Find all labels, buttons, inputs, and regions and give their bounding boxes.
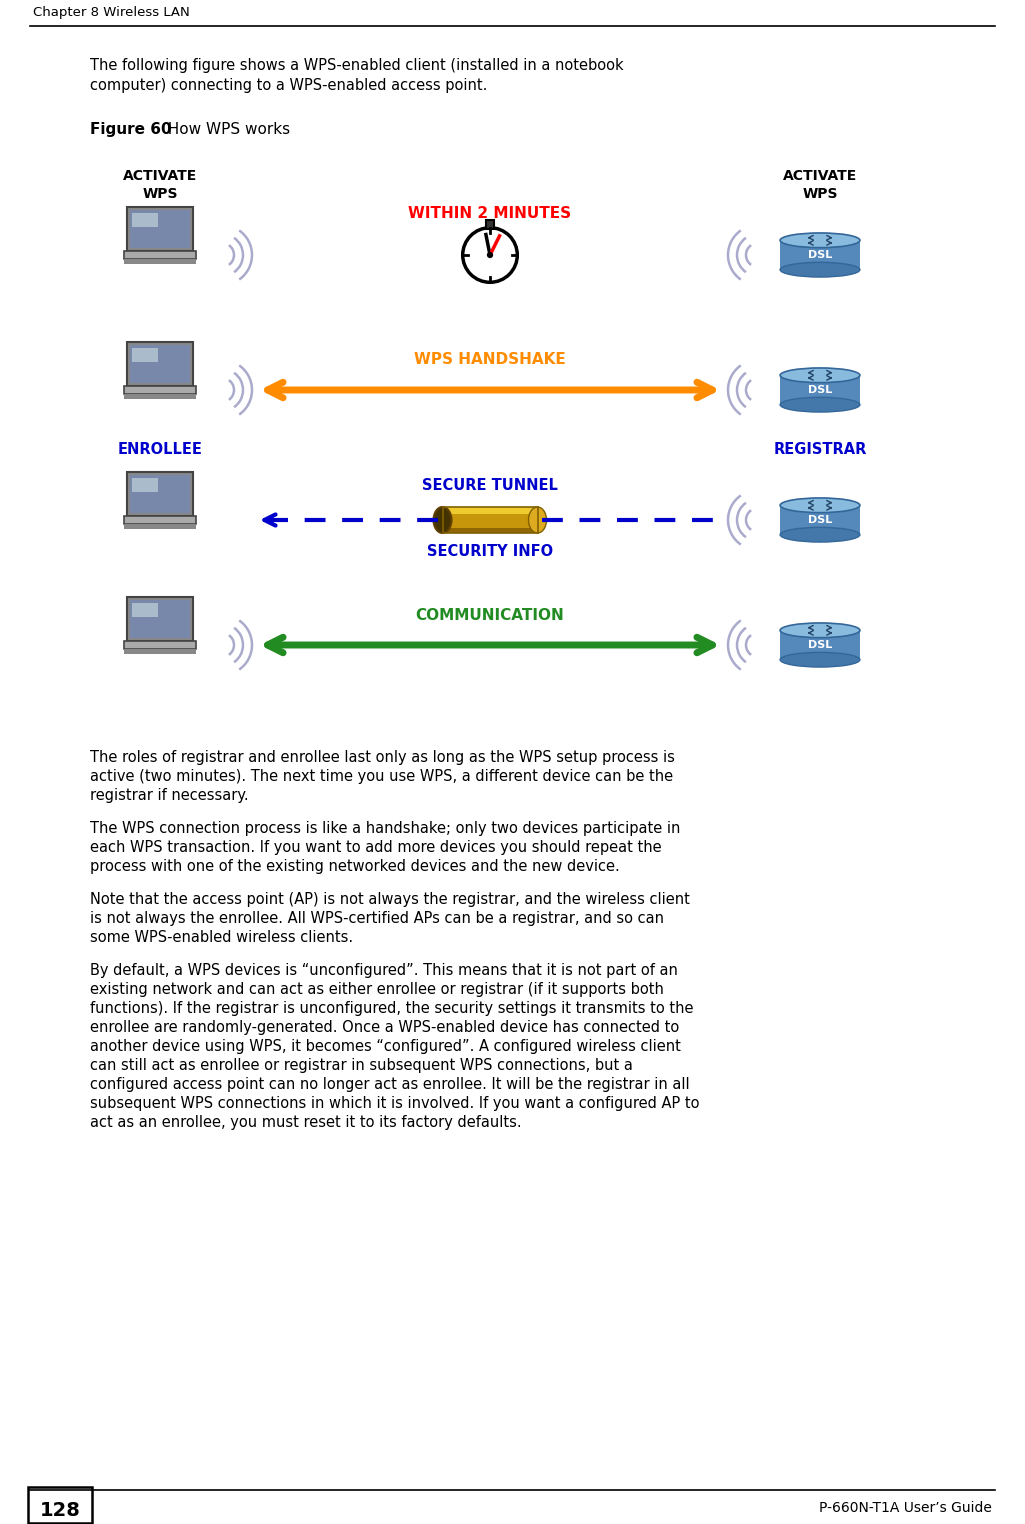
Text: functions). If the registrar is unconfigured, the security settings it transmits: functions). If the registrar is unconfig… (90, 1001, 694, 1017)
FancyBboxPatch shape (132, 349, 159, 361)
Text: another device using WPS, it becomes “configured”. A configured wireless client: another device using WPS, it becomes “co… (90, 1039, 681, 1055)
Text: DSL: DSL (808, 640, 832, 651)
Text: How WPS works: How WPS works (158, 122, 290, 137)
Circle shape (487, 251, 493, 258)
FancyBboxPatch shape (443, 507, 537, 533)
FancyBboxPatch shape (127, 341, 193, 386)
Text: The following figure shows a WPS-enabled client (installed in a notebook: The following figure shows a WPS-enabled… (90, 58, 623, 73)
Text: The WPS connection process is like a handshake; only two devices participate in: The WPS connection process is like a han… (90, 821, 681, 837)
FancyBboxPatch shape (132, 479, 159, 492)
FancyBboxPatch shape (130, 474, 190, 512)
Text: DSL: DSL (808, 250, 832, 261)
Text: DSL: DSL (808, 515, 832, 524)
FancyBboxPatch shape (124, 251, 196, 259)
Text: configured access point can no longer act as enrollee. It will be the registrar : configured access point can no longer ac… (90, 1077, 690, 1093)
FancyBboxPatch shape (130, 600, 190, 639)
Text: By default, a WPS devices is “unconfigured”. This means that it is not part of a: By default, a WPS devices is “unconfigur… (90, 963, 678, 978)
Ellipse shape (780, 623, 860, 637)
Ellipse shape (780, 652, 860, 668)
Text: SECURE TUNNEL: SECURE TUNNEL (422, 477, 558, 492)
Circle shape (462, 227, 518, 282)
FancyBboxPatch shape (127, 207, 193, 251)
Text: COMMUNICATION: COMMUNICATION (415, 608, 565, 622)
FancyBboxPatch shape (443, 507, 537, 514)
Ellipse shape (780, 498, 860, 512)
FancyBboxPatch shape (28, 1487, 92, 1522)
Text: Figure 60: Figure 60 (90, 122, 171, 137)
FancyBboxPatch shape (780, 631, 860, 660)
Text: DSL: DSL (808, 386, 832, 395)
Text: registrar if necessary.: registrar if necessary. (90, 788, 249, 803)
Text: subsequent WPS connections in which it is involved. If you want a configured AP : subsequent WPS connections in which it i… (90, 1096, 699, 1111)
Ellipse shape (780, 233, 860, 247)
Text: WITHIN 2 MINUTES: WITHIN 2 MINUTES (408, 206, 572, 221)
Text: is not always the enrollee. All WPS-certified APs can be a registrar, and so can: is not always the enrollee. All WPS-cert… (90, 911, 664, 927)
FancyBboxPatch shape (130, 344, 190, 383)
Text: The roles of registrar and enrollee last only as long as the WPS setup process i: The roles of registrar and enrollee last… (90, 750, 674, 765)
FancyBboxPatch shape (780, 506, 860, 535)
FancyBboxPatch shape (124, 259, 196, 264)
FancyBboxPatch shape (124, 515, 196, 524)
Text: some WPS-enabled wireless clients.: some WPS-enabled wireless clients. (90, 930, 354, 945)
FancyBboxPatch shape (130, 210, 190, 248)
FancyBboxPatch shape (124, 395, 196, 399)
Text: act as an enrollee, you must reset it to its factory defaults.: act as an enrollee, you must reset it to… (90, 1116, 522, 1129)
Text: REGISTRAR: REGISTRAR (773, 442, 867, 457)
FancyBboxPatch shape (124, 386, 196, 395)
FancyBboxPatch shape (124, 649, 196, 654)
FancyBboxPatch shape (124, 524, 196, 529)
Text: Note that the access point (AP) is not always the registrar, and the wireless cl: Note that the access point (AP) is not a… (90, 892, 690, 907)
Text: active (two minutes). The next time you use WPS, a different device can be the: active (two minutes). The next time you … (90, 770, 673, 783)
FancyBboxPatch shape (127, 597, 193, 640)
Text: process with one of the existing networked devices and the new device.: process with one of the existing network… (90, 860, 620, 873)
FancyBboxPatch shape (132, 604, 159, 617)
FancyBboxPatch shape (780, 375, 860, 405)
FancyBboxPatch shape (132, 213, 159, 227)
Ellipse shape (780, 262, 860, 277)
Ellipse shape (780, 398, 860, 411)
Text: computer) connecting to a WPS-enabled access point.: computer) connecting to a WPS-enabled ac… (90, 78, 487, 93)
Text: ACTIVATE
WPS: ACTIVATE WPS (123, 169, 197, 201)
Ellipse shape (529, 507, 546, 533)
Text: P-660N-T1A User’s Guide: P-660N-T1A User’s Guide (819, 1501, 992, 1515)
FancyBboxPatch shape (127, 472, 193, 515)
Text: SECURITY INFO: SECURITY INFO (427, 544, 554, 559)
Text: existing network and can act as either enrollee or registrar (if it supports bot: existing network and can act as either e… (90, 981, 664, 997)
Ellipse shape (780, 367, 860, 383)
Text: 128: 128 (40, 1501, 80, 1519)
FancyBboxPatch shape (780, 241, 860, 270)
FancyBboxPatch shape (443, 527, 537, 533)
FancyBboxPatch shape (486, 221, 494, 229)
Text: Chapter 8 Wireless LAN: Chapter 8 Wireless LAN (33, 6, 190, 18)
Text: each WPS transaction. If you want to add more devices you should repeat the: each WPS transaction. If you want to add… (90, 840, 661, 855)
FancyBboxPatch shape (124, 640, 196, 649)
Text: enrollee are randomly-generated. Once a WPS-enabled device has connected to: enrollee are randomly-generated. Once a … (90, 1020, 680, 1035)
Text: can still act as enrollee or registrar in subsequent WPS connections, but a: can still act as enrollee or registrar i… (90, 1058, 632, 1073)
Text: WPS HANDSHAKE: WPS HANDSHAKE (414, 352, 566, 367)
Text: ENROLLEE: ENROLLEE (118, 442, 203, 457)
Text: ACTIVATE
WPS: ACTIVATE WPS (783, 169, 857, 201)
Ellipse shape (434, 507, 451, 533)
Ellipse shape (780, 527, 860, 543)
